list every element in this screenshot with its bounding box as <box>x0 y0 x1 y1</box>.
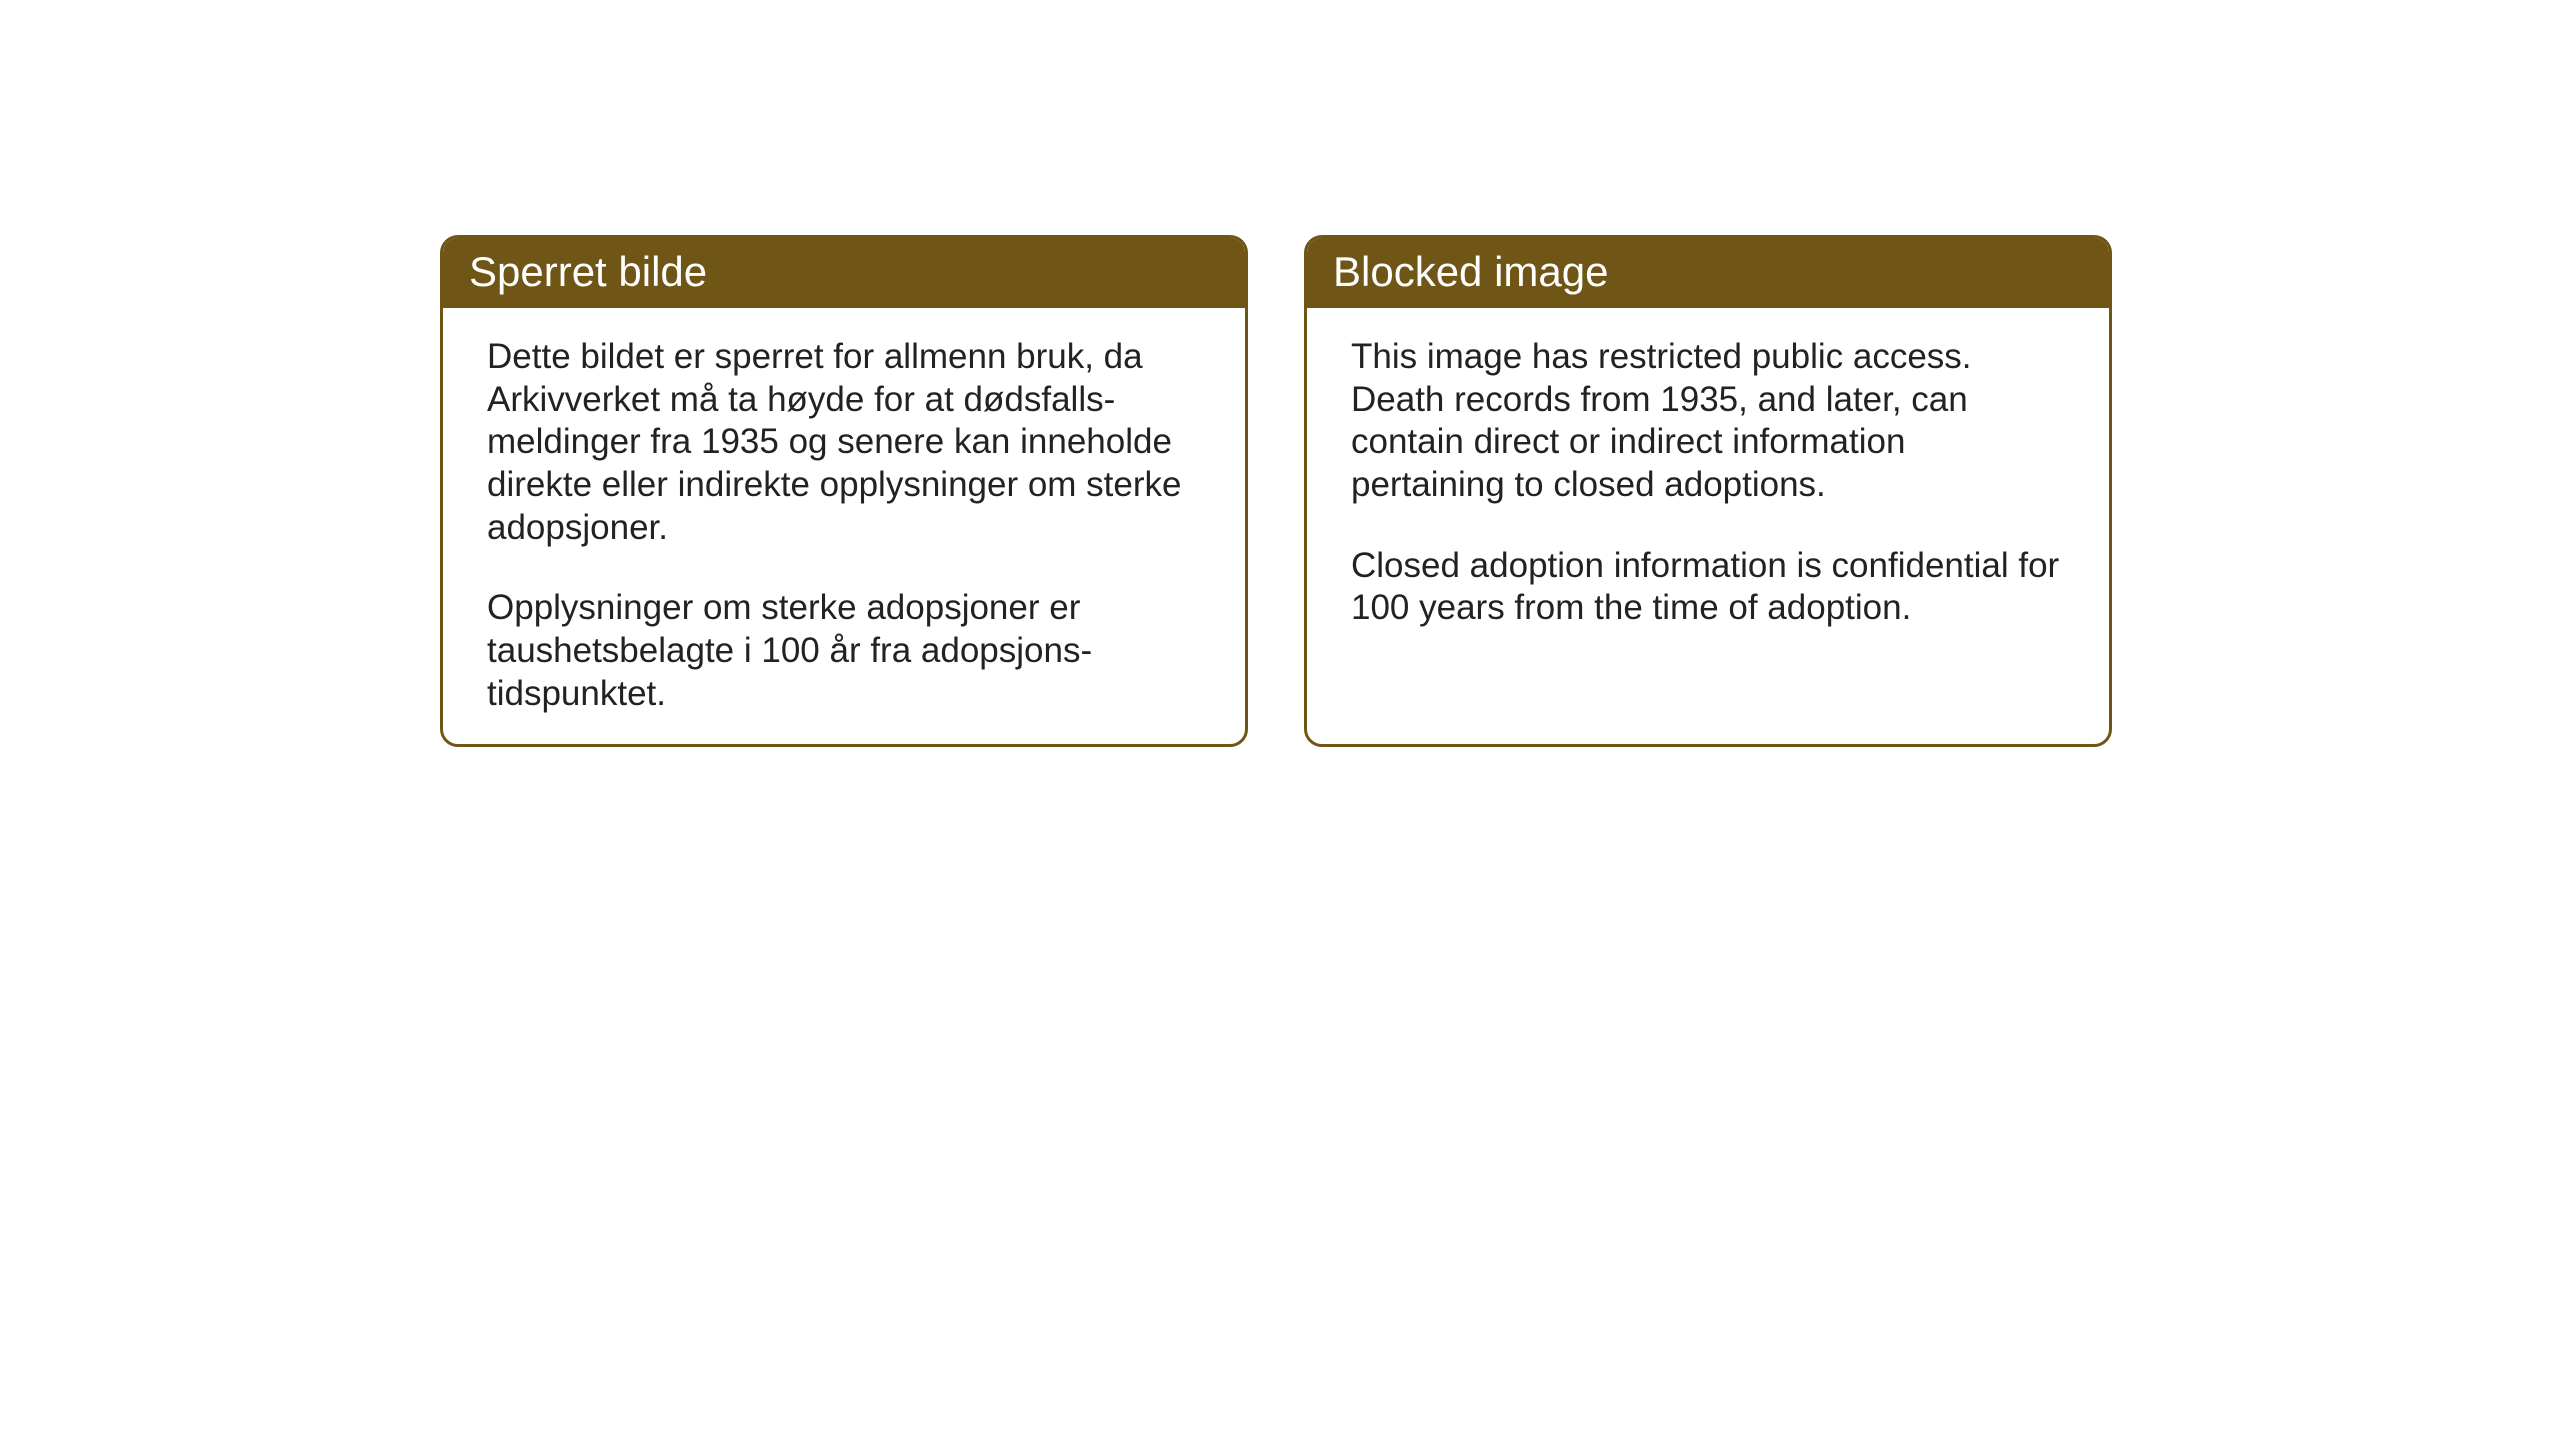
card-header-english: Blocked image <box>1307 238 2109 308</box>
paragraph-1-english: This image has restricted public access.… <box>1351 336 2065 507</box>
card-title-english: Blocked image <box>1333 248 1608 295</box>
notice-container: Sperret bilde Dette bildet er sperret fo… <box>440 235 2112 747</box>
card-header-norwegian: Sperret bilde <box>443 238 1245 308</box>
card-body-norwegian: Dette bildet er sperret for allmenn bruk… <box>443 308 1245 747</box>
notice-card-english: Blocked image This image has restricted … <box>1304 235 2112 747</box>
paragraph-2-norwegian: Opplysninger om sterke adopsjoner er tau… <box>487 587 1201 715</box>
notice-card-norwegian: Sperret bilde Dette bildet er sperret fo… <box>440 235 1248 747</box>
paragraph-2-english: Closed adoption information is confident… <box>1351 545 2065 630</box>
paragraph-1-norwegian: Dette bildet er sperret for allmenn bruk… <box>487 336 1201 549</box>
card-body-english: This image has restricted public access.… <box>1307 308 2109 672</box>
card-title-norwegian: Sperret bilde <box>469 248 707 295</box>
